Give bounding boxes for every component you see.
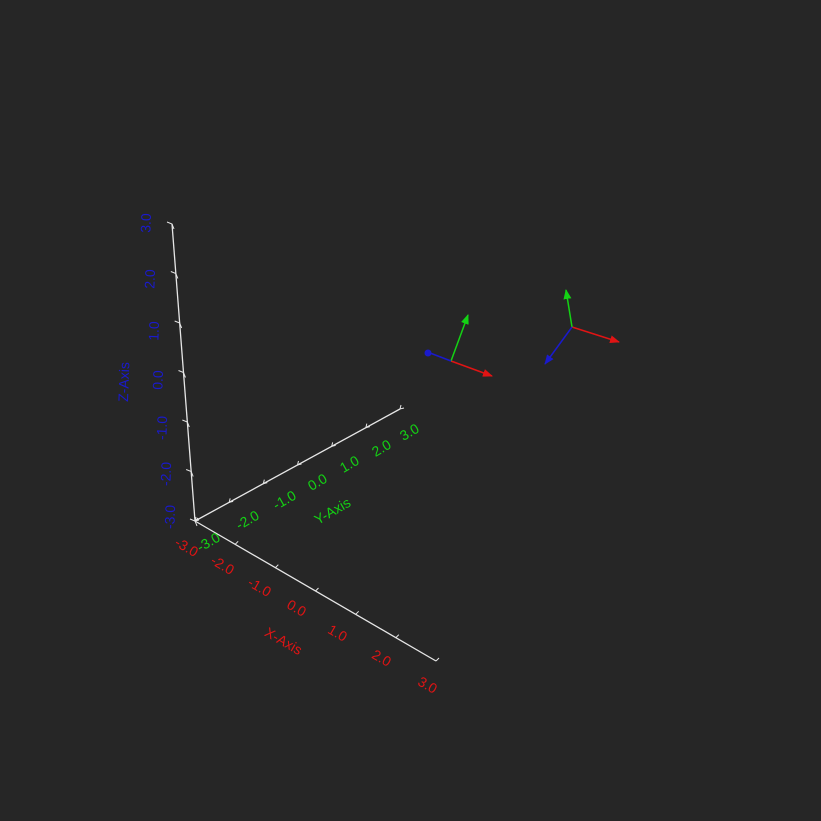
z-tick-label: 1.0	[145, 321, 162, 341]
coordinate-frame-2[interactable]	[544, 289, 620, 365]
x-axis-tick-labels: -3.0 -2.0 -1.0 0.0 1.0 2.0 3.0	[172, 534, 440, 697]
z-axis-title: Z-Axis	[115, 362, 132, 402]
x-tick-label: -1.0	[245, 574, 274, 600]
z-tick-label: 3.0	[137, 213, 154, 233]
frame-1-y-arrow	[450, 314, 469, 362]
z-axis-tick-labels: -3.0 -2.0 -1.0 0.0 1.0 2.0 3.0	[137, 213, 178, 530]
x-tick-label: 1.0	[325, 621, 350, 645]
y-axis-tick-mark	[365, 423, 370, 429]
z-axis-tick-mark	[189, 518, 198, 527]
y-axis-tick-mark	[399, 404, 405, 410]
x-axis-tick-mark	[274, 564, 279, 569]
z-tick-label: 0.0	[149, 370, 166, 390]
y-tick-label: 1.0	[337, 452, 362, 476]
y-axis-title: Y-Axis	[311, 494, 353, 527]
frame-1-z-arrow	[429, 352, 452, 362]
y-tick-label: -2.0	[233, 507, 262, 533]
x-axis-tick-mark	[395, 634, 400, 639]
x-tick-label: -2.0	[208, 552, 237, 578]
y-tick-label: 0.0	[305, 470, 330, 494]
z-axis-tick-mark	[174, 320, 183, 329]
y-axis-tick-mark	[262, 479, 268, 485]
x-tick-label: 2.0	[369, 646, 394, 670]
z-axis-tick-mark	[166, 221, 175, 230]
z-axis-tick-mark	[182, 419, 190, 428]
z-axis-tick-mark	[178, 370, 186, 378]
coordinate-frame-1[interactable]	[424, 314, 493, 377]
x-tick-label: 0.0	[284, 596, 309, 620]
z-tick-label: -3.0	[161, 504, 178, 529]
y-tick-label: -3.0	[194, 529, 223, 555]
y-axis-tick-mark	[228, 498, 234, 504]
z-axis-tick-mark	[170, 271, 179, 279]
z-axis-tick-mark	[185, 469, 194, 477]
y-tick-label: 3.0	[397, 420, 422, 444]
x-axis-tick-mark	[435, 657, 440, 662]
x-axis-tick-mark	[315, 587, 319, 592]
tick-marks	[166, 221, 440, 662]
x-axis-tick-mark	[234, 540, 239, 545]
frame-2-y-arrow	[563, 289, 573, 328]
frame-2-x-arrow	[571, 326, 620, 344]
frame-1-x-arrow	[450, 360, 493, 377]
z-tick-label: 2.0	[141, 269, 158, 289]
x-axis-tick-mark	[355, 610, 360, 615]
x-tick-label: 3.0	[415, 673, 440, 697]
axes-box	[166, 221, 440, 662]
y-tick-label: -1.0	[270, 487, 299, 513]
z-tick-label: -2.0	[157, 461, 174, 486]
y-axis-tick-labels: -3.0 -2.0 -1.0 0.0 1.0 2.0 3.0	[194, 420, 422, 555]
y-tick-label: 2.0	[369, 436, 394, 460]
frame-1-z-arrow-tip	[424, 349, 432, 357]
z-tick-label: -1.0	[153, 415, 170, 440]
y-axis-tick-mark	[296, 460, 302, 466]
x-axis-title: X-Axis	[262, 624, 305, 658]
frame-2-z-arrow	[544, 326, 573, 365]
y-axis-tick-mark	[330, 442, 336, 448]
